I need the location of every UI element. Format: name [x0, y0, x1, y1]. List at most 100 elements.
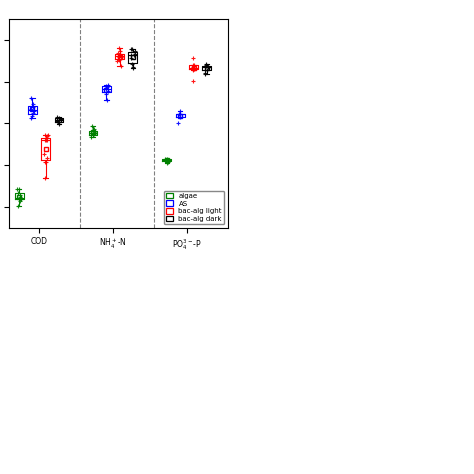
Point: [190, 61, 198, 69]
Point: [128, 55, 135, 62]
Point: [103, 83, 110, 91]
Point: [201, 70, 209, 78]
Point: [41, 158, 49, 165]
Point: [16, 193, 24, 201]
Point: [117, 47, 124, 55]
Point: [102, 90, 109, 98]
Point: [128, 61, 136, 68]
Point: [57, 115, 65, 123]
Point: [128, 52, 135, 59]
Point: [129, 63, 137, 71]
Point: [27, 114, 35, 121]
Point: [53, 117, 61, 125]
Point: [90, 125, 97, 133]
Point: [88, 122, 95, 130]
Point: [44, 131, 52, 138]
Point: [114, 57, 121, 64]
Point: [190, 77, 197, 84]
Point: [177, 108, 184, 115]
Point: [55, 120, 63, 128]
Point: [90, 131, 97, 138]
Point: [189, 62, 196, 69]
Point: [30, 107, 38, 115]
Point: [104, 87, 112, 95]
Point: [91, 128, 98, 136]
Point: [15, 186, 22, 193]
Point: [54, 113, 61, 121]
Point: [29, 103, 36, 110]
Point: [54, 118, 62, 126]
Point: [202, 61, 210, 69]
Point: [16, 195, 24, 202]
Point: [16, 191, 23, 199]
Point: [115, 54, 123, 61]
Point: [103, 82, 110, 90]
Point: [190, 66, 198, 73]
Point: [115, 55, 123, 63]
Point: [118, 53, 126, 60]
Point: [87, 131, 95, 138]
Point: [17, 196, 25, 203]
Point: [114, 50, 121, 57]
Point: [164, 156, 171, 164]
Point: [115, 56, 123, 64]
Point: [201, 66, 209, 73]
Point: [204, 64, 212, 71]
Point: [164, 160, 171, 167]
Point: [203, 66, 210, 74]
Point: [29, 100, 37, 108]
Point: [14, 202, 21, 210]
Point: [163, 156, 171, 164]
Point: [189, 65, 197, 73]
Point: [117, 53, 125, 60]
Point: [43, 154, 51, 162]
Point: [43, 132, 50, 140]
Point: [17, 195, 25, 202]
Point: [42, 137, 49, 144]
Point: [201, 70, 209, 77]
Point: [202, 60, 210, 68]
Point: [190, 63, 197, 71]
Point: [16, 197, 23, 204]
Point: [55, 117, 63, 124]
Point: [44, 136, 51, 144]
Point: [189, 54, 197, 62]
Point: [131, 47, 138, 55]
Point: [204, 63, 211, 71]
Point: [41, 174, 49, 182]
Point: [40, 150, 48, 158]
Legend: algae, AS, bac-alg light, bac-alg dark: algae, AS, bac-alg light, bac-alg dark: [164, 191, 224, 224]
Point: [164, 158, 172, 166]
Point: [190, 64, 198, 72]
Point: [42, 159, 50, 166]
Point: [129, 64, 137, 72]
Point: [176, 113, 184, 121]
Point: [130, 51, 138, 58]
Point: [103, 96, 110, 104]
Point: [127, 46, 135, 53]
Point: [13, 185, 21, 193]
Point: [116, 44, 123, 52]
Point: [27, 94, 35, 102]
Point: [128, 45, 136, 52]
Point: [174, 119, 182, 127]
Point: [176, 110, 183, 118]
Point: [104, 82, 111, 89]
Point: [131, 50, 139, 58]
Point: [14, 189, 21, 196]
Point: [117, 62, 125, 70]
Point: [42, 137, 49, 144]
Point: [87, 133, 95, 140]
Point: [29, 109, 36, 117]
Point: [161, 155, 169, 163]
Point: [114, 53, 122, 60]
Point: [189, 66, 197, 73]
Point: [116, 51, 124, 58]
Point: [87, 129, 95, 137]
Point: [202, 62, 210, 70]
Point: [162, 156, 170, 164]
Point: [41, 131, 49, 139]
Point: [102, 85, 110, 93]
Point: [28, 112, 36, 120]
Point: [175, 110, 182, 118]
